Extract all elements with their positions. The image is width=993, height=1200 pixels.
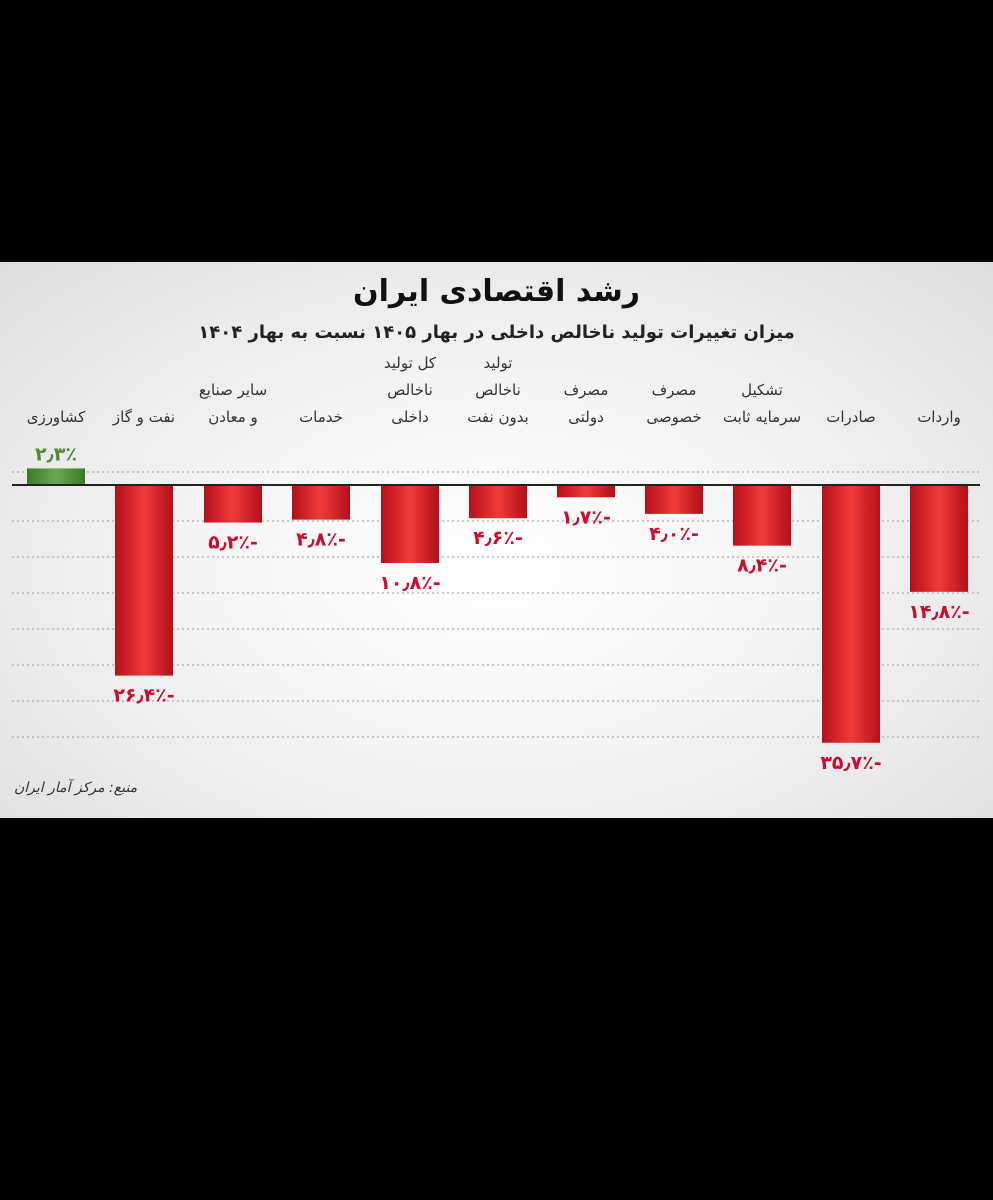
category-label: ناخالص (387, 381, 433, 399)
category-label: کل تولید (384, 354, 437, 372)
bar (733, 485, 791, 546)
bar (910, 485, 968, 592)
value-label: -۱٫۷٪ (561, 506, 611, 528)
category-label: خدمات (299, 408, 343, 426)
source-note: منبع: مرکز آمار ایران (14, 780, 138, 796)
bar (822, 485, 880, 743)
bar (381, 485, 439, 563)
value-label: -۲۶٫۴٪ (113, 685, 174, 707)
value-label: -۴٫۸٪ (296, 529, 346, 551)
bars (27, 468, 968, 743)
value-label: -۴٫۰٪ (649, 523, 699, 545)
category-labels: کشاورزی نفت و گاز سایر صنایع و معادن خدمات کل… (27, 354, 961, 426)
bar (292, 485, 350, 520)
category-label: تولید (484, 354, 513, 372)
category-label: تشکیل (741, 381, 783, 399)
category-label: مصرف (652, 381, 697, 399)
value-label: -۴٫۶٪ (473, 527, 523, 549)
value-label: ۲٫۳٪ (35, 443, 77, 465)
category-label: نفت و گاز (112, 408, 175, 426)
category-label: صادرات (826, 408, 876, 426)
chart-title: رشد اقتصادی ایران (353, 274, 640, 309)
bar (645, 485, 703, 514)
value-labels: ۲٫۳٪ -۲۶٫۴٪ -۵٫۲٪ -۴٫۸٪ -۱۰٫۸٪ -۴٫۶٪ -۱٫۷٪ -۴٫۰… (35, 443, 970, 773)
category-label: سرمایه ثابت (723, 408, 801, 426)
chart-subtitle: میزان تغییرات تولید ناخالص داخلی در بهار… (198, 322, 795, 343)
value-label: -۸٫۴٪ (737, 555, 787, 577)
category-label: و معادن (208, 408, 258, 426)
category-label: داخلی (391, 408, 429, 426)
value-label: -۳۵٫۷٪ (820, 752, 881, 774)
category-label: ناخالص (475, 381, 521, 399)
value-label: -۱۴٫۸٪ (908, 601, 969, 623)
gridlines (12, 471, 980, 738)
bar (557, 485, 615, 498)
bar-chart: ۲٫۳٪ -۲۶٫۴٪ -۵٫۲٪ -۴٫۸٪ -۱۰٫۸٪ -۴٫۶٪ -۱٫۷٪ -۴٫۰… (12, 354, 980, 774)
category-label: واردات (917, 408, 961, 426)
bar (469, 485, 527, 519)
category-label: کشاورزی (27, 408, 86, 426)
bar (204, 485, 262, 523)
category-label: مصرف (564, 381, 609, 399)
value-label: -۱۰٫۸٪ (379, 572, 440, 594)
chart-panel: رشد اقتصادی ایران میزان تغییرات تولید نا… (0, 262, 993, 818)
bar (115, 485, 173, 676)
category-label: بدون نفت (467, 408, 529, 426)
category-label: سایر صنایع (199, 381, 267, 399)
value-label: -۵٫۲٪ (208, 532, 258, 554)
category-label: خصوصی (646, 408, 701, 426)
category-label: دولتی (568, 408, 604, 426)
bar (27, 468, 85, 485)
